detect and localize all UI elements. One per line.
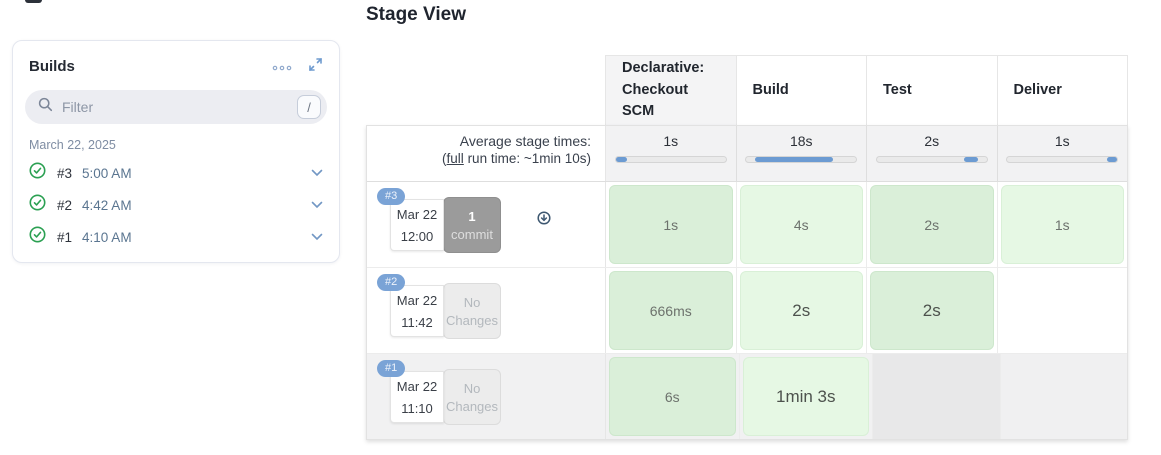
average-cell-build: 18s	[736, 126, 867, 181]
arrow-down-circle-icon[interactable]	[537, 211, 551, 230]
stage-cell-not-run	[1000, 354, 1127, 439]
filter-placeholder: Filter	[62, 99, 94, 115]
build-time: 4:42 AM	[82, 197, 132, 213]
stage-cell-col: 6s	[606, 354, 740, 439]
stage-cell[interactable]: 2s	[870, 185, 994, 264]
average-cell-test: 2s	[867, 126, 998, 181]
stage-cell-col: 2s	[737, 268, 867, 353]
stage-cell-col: 4s	[737, 182, 867, 267]
stage-time-bar	[614, 156, 727, 163]
build-time: 4:10 AM	[82, 229, 132, 245]
stage-cell[interactable]: 6s	[609, 357, 736, 436]
run-info-cell: #2 Mar 22 11:42 No Changes	[367, 268, 606, 353]
builds-panel: Builds Filter / March 22, 202	[12, 40, 340, 263]
builds-panel-actions	[270, 55, 325, 77]
build-number-badge: #1	[377, 360, 406, 377]
chevron-down-icon[interactable]	[311, 169, 323, 177]
chevron-down-icon[interactable]	[311, 233, 323, 241]
stage-column-header-checkout: Declarative: Checkout SCM	[606, 56, 737, 125]
stage-cell[interactable]: 1s	[1000, 185, 1124, 264]
filter-input[interactable]: Filter /	[25, 90, 327, 124]
check-circle-icon	[29, 194, 46, 216]
cutoff-toolbar-icon	[25, 0, 42, 3]
build-date-group: March 22, 2025	[29, 138, 116, 152]
ellipsis-icon	[272, 59, 292, 74]
build-number-badge: #2	[377, 274, 406, 291]
stage-column-header-deliver: Deliver	[1013, 81, 1062, 98]
stage-cell[interactable]: 4s	[739, 185, 863, 264]
stage-cell-col: 1min 3s	[740, 354, 873, 439]
average-cell-deliver: 1s	[997, 126, 1127, 181]
build-number: #1	[57, 229, 73, 245]
stage-column-header-test: Test	[867, 56, 998, 125]
stage-header-row: Declarative: Checkout SCM Build Test Del…	[605, 55, 1128, 125]
stage-cell-col	[873, 354, 1001, 439]
stage-table-body: Average stage times: (full run time: ~1m…	[366, 125, 1128, 440]
check-circle-icon	[29, 226, 46, 248]
stage-cell-not-run	[873, 354, 1000, 439]
no-changes-box: No Changes	[443, 283, 501, 339]
stage-time-bar	[875, 156, 988, 163]
builds-panel-title: Builds	[29, 57, 75, 75]
build-number: #3	[57, 165, 73, 181]
run-info-cell: #1 Mar 22 11:10 No Changes	[367, 354, 606, 439]
run-card[interactable]: Mar 22 11:42 No Changes	[390, 283, 501, 339]
stage-cell[interactable]: 2s	[870, 271, 994, 350]
page-title: Stage View	[366, 4, 466, 25]
stage-row-build-3: #3 Mar 22 12:00 1 commit 1s 4s 2s	[367, 182, 1127, 268]
stage-cell-col	[998, 268, 1128, 353]
search-icon	[38, 97, 53, 117]
stage-time-bar	[1006, 156, 1119, 163]
stage-row-build-1: #1 Mar 22 11:10 No Changes 6s 1min 3s	[367, 354, 1127, 439]
stage-cell-empty	[1001, 271, 1125, 350]
no-changes-box: No Changes	[443, 369, 501, 425]
stage-cell[interactable]: 1s	[609, 185, 733, 264]
stage-row-build-2: #2 Mar 22 11:42 No Changes 666ms 2s 2s	[367, 268, 1127, 354]
commit-count-box[interactable]: 1 commit	[443, 197, 501, 253]
average-cell-checkout: 1s	[606, 126, 737, 181]
chevron-down-icon[interactable]	[311, 201, 323, 209]
run-date-box: Mar 22 11:42	[390, 285, 444, 337]
expand-icon	[308, 57, 323, 75]
expand-panel-button[interactable]	[306, 55, 325, 77]
build-number: #2	[57, 197, 73, 213]
stage-cell[interactable]: 2s	[739, 271, 863, 350]
run-info-cell: #3 Mar 22 12:00 1 commit	[367, 182, 606, 267]
run-date-box: Mar 22 11:10	[390, 371, 444, 423]
build-list-item-3[interactable]: #3 5:00 AM	[13, 157, 339, 189]
stage-cell-col: 666ms	[606, 268, 737, 353]
stage-cell[interactable]: 1min 3s	[742, 357, 869, 436]
stage-cell[interactable]: 666ms	[609, 271, 733, 350]
full-run-time-link[interactable]: full	[446, 151, 464, 166]
build-number-badge: #3	[377, 188, 406, 205]
slash-shortcut-badge: /	[297, 95, 321, 119]
average-stage-times-row: Average stage times: (full run time: ~1m…	[367, 126, 1127, 182]
stage-cell-col: 1s	[998, 182, 1128, 267]
builds-menu-button[interactable]	[270, 57, 294, 76]
stage-cell-col	[1000, 354, 1127, 439]
check-circle-icon	[29, 162, 46, 184]
stage-cell-col: 1s	[606, 182, 737, 267]
build-list-item-2[interactable]: #2 4:42 AM	[13, 189, 339, 221]
stage-cell-col: 2s	[867, 268, 998, 353]
stage-cell-col: 2s	[867, 182, 998, 267]
run-date-box: Mar 22 12:00	[390, 199, 444, 251]
stage-time-bar	[745, 156, 858, 163]
run-card[interactable]: Mar 22 11:10 No Changes	[390, 369, 501, 425]
builds-panel-header: Builds	[13, 41, 339, 77]
build-time: 5:00 AM	[82, 165, 132, 181]
build-list-item-1[interactable]: #1 4:10 AM	[13, 221, 339, 253]
average-times-label: Average stage times: (full run time: ~1m…	[367, 126, 606, 181]
run-card[interactable]: Mar 22 12:00 1 commit	[390, 197, 501, 253]
stage-column-header-build: Build	[737, 56, 867, 125]
